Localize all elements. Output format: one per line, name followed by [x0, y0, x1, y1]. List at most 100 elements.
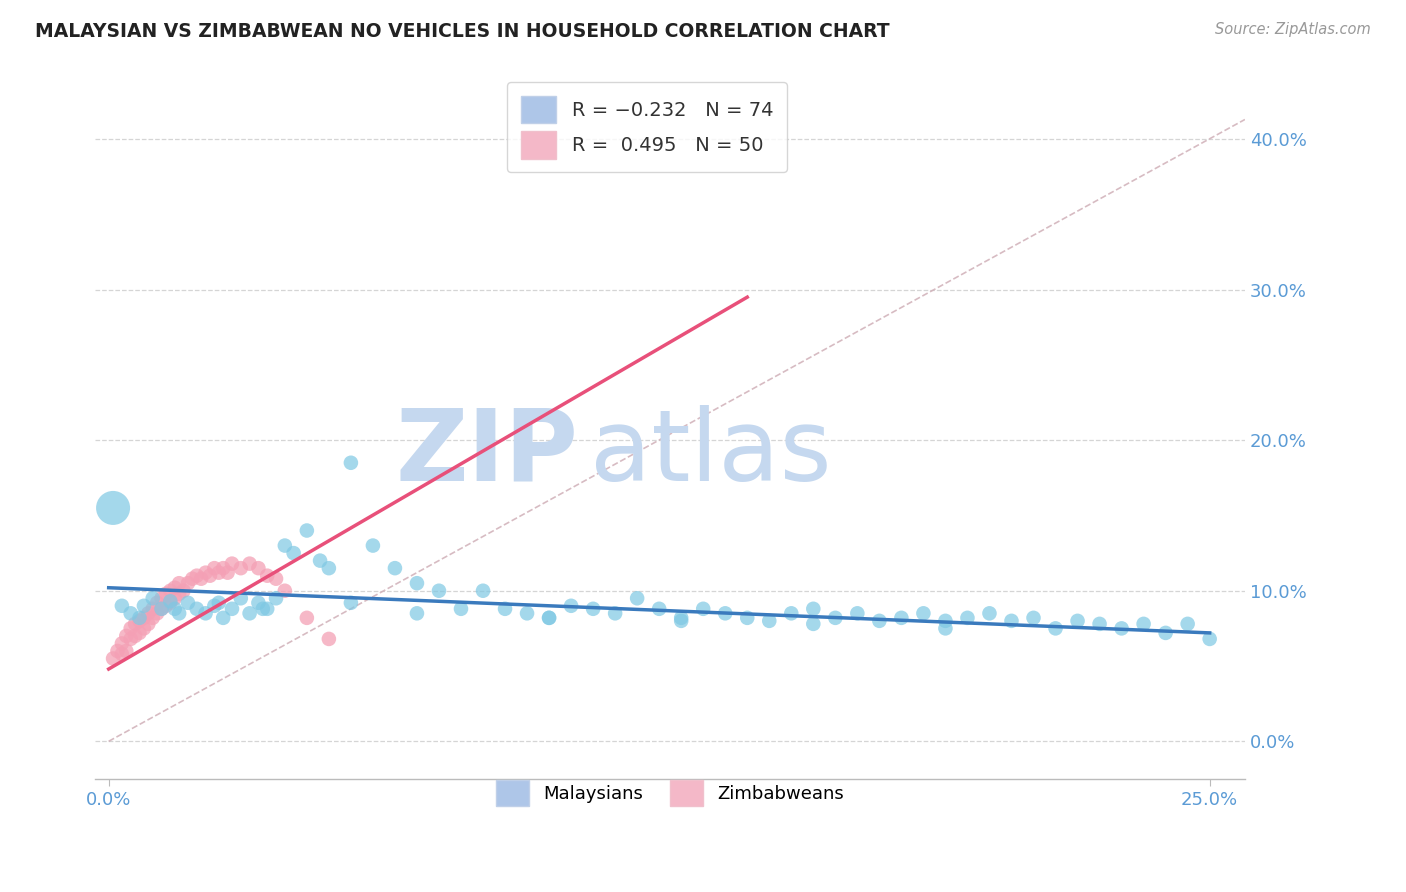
Point [295, 524, 318, 538]
Point [340, 596, 363, 610]
Point [163, 591, 186, 606]
Text: MALAYSIAN VS ZIMBABWEAN NO VEHICLES IN HOUSEHOLD CORRELATION CHART: MALAYSIAN VS ZIMBABWEAN NO VEHICLES IN H… [35, 22, 890, 41]
Point [340, 456, 363, 470]
Point [309, 554, 332, 568]
Point [560, 599, 582, 613]
Point [146, 596, 169, 610]
Point [406, 607, 429, 621]
Point [1111, 621, 1133, 635]
Point [111, 636, 134, 650]
Point [582, 602, 605, 616]
Point [1088, 616, 1111, 631]
Point [159, 594, 181, 608]
Point [494, 602, 516, 616]
Point [846, 607, 869, 621]
Point [758, 614, 780, 628]
Point [256, 602, 278, 616]
Point [159, 583, 181, 598]
Point [256, 568, 278, 582]
Point [472, 583, 495, 598]
Point [956, 611, 979, 625]
Text: Source: ZipAtlas.com: Source: ZipAtlas.com [1215, 22, 1371, 37]
Point [159, 596, 181, 610]
Point [979, 607, 1001, 621]
Point [239, 557, 262, 571]
Point [186, 602, 208, 616]
Point [890, 611, 912, 625]
Point [295, 611, 318, 625]
Point [1000, 614, 1022, 628]
Point [264, 591, 287, 606]
Point [142, 591, 165, 606]
Point [128, 611, 150, 625]
Point [735, 611, 758, 625]
Point [801, 602, 824, 616]
Point [177, 596, 200, 610]
Point [120, 607, 142, 621]
Point [194, 607, 217, 621]
Point [208, 596, 231, 610]
Point [648, 602, 671, 616]
Point [167, 607, 190, 621]
Point [934, 621, 956, 635]
Point [1198, 632, 1220, 646]
Point [128, 626, 150, 640]
Point [163, 602, 186, 616]
Point [101, 651, 124, 665]
Point [669, 611, 692, 625]
Point [132, 611, 155, 625]
Point [626, 591, 648, 606]
Point [111, 647, 134, 661]
Point [714, 607, 737, 621]
Point [229, 591, 252, 606]
Point [239, 607, 262, 621]
Point [318, 561, 340, 575]
Point [283, 546, 305, 560]
Point [824, 611, 846, 625]
Point [142, 611, 165, 625]
Point [198, 568, 221, 582]
Point [221, 557, 243, 571]
Point [868, 614, 890, 628]
Point [538, 611, 561, 625]
Point [107, 644, 129, 658]
Point [181, 572, 204, 586]
Point [202, 561, 225, 575]
Point [427, 583, 450, 598]
Point [1045, 621, 1067, 635]
Point [142, 602, 165, 616]
Point [136, 616, 159, 631]
Point [605, 607, 627, 621]
Point [384, 561, 406, 575]
Point [124, 616, 146, 631]
Point [252, 602, 274, 616]
Point [150, 591, 173, 606]
Point [221, 602, 243, 616]
Point [115, 629, 138, 643]
Point [212, 561, 235, 575]
Point [124, 629, 146, 643]
Point [1154, 626, 1177, 640]
Point [516, 607, 538, 621]
Point [202, 599, 225, 613]
Point [780, 607, 803, 621]
Point [128, 614, 150, 628]
Point [194, 566, 217, 580]
Point [912, 607, 935, 621]
Point [1132, 616, 1154, 631]
Point [115, 644, 138, 658]
Point [934, 614, 956, 628]
Point [217, 566, 239, 580]
Point [274, 539, 297, 553]
Point [208, 566, 231, 580]
Point [538, 611, 561, 625]
Point [801, 616, 824, 631]
Point [450, 602, 472, 616]
Point [186, 568, 208, 582]
Point [173, 583, 195, 598]
Point [111, 599, 134, 613]
Legend: Malaysians, Zimbabweans: Malaysians, Zimbabweans [488, 772, 853, 815]
Point [229, 561, 252, 575]
Point [177, 576, 200, 591]
Point [406, 576, 429, 591]
